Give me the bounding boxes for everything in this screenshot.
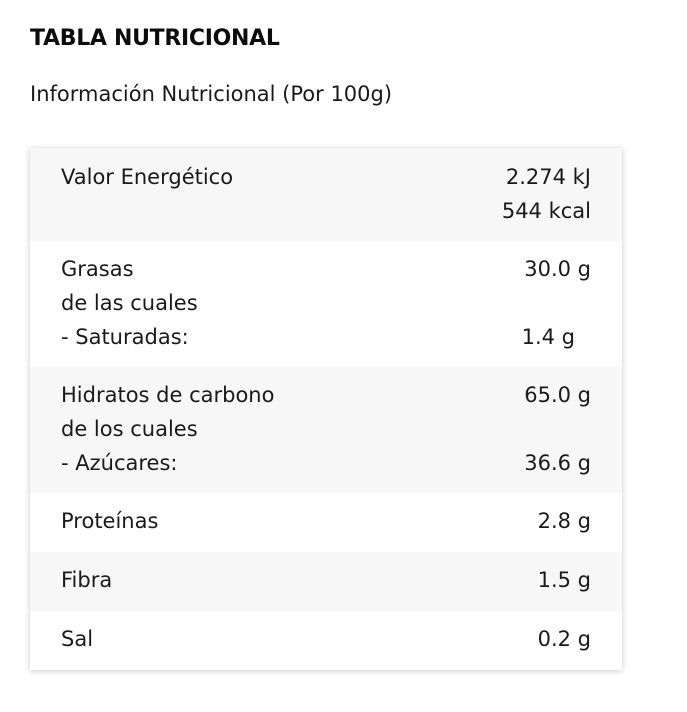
sal-value: 0.2 g — [537, 627, 591, 651]
saturadas-label: - Saturadas: — [61, 325, 189, 349]
energy-kcal-value: 544 kcal — [501, 199, 591, 223]
azucares-label: - Azúcares: — [61, 451, 178, 475]
row-hidratos: Hidratos de carbono de los cuales - Azúc… — [30, 367, 622, 493]
nutrition-table: Valor Energético 2.274 kJ 544 kcal Grasa… — [30, 148, 622, 670]
page-title: TABLA NUTRICIONAL — [30, 26, 280, 51]
hidratos-value: 65.0 g — [524, 383, 591, 407]
hidratos-label: Hidratos de carbono — [61, 383, 275, 407]
fibra-label: Fibra — [61, 568, 113, 592]
grasas-label: Grasas — [61, 257, 134, 281]
proteinas-value: 2.8 g — [537, 509, 591, 533]
saturadas-value: 1.4 g — [521, 325, 575, 349]
page-subtitle: Información Nutricional (Por 100g) — [30, 82, 393, 106]
energy-kj-value: 2.274 kJ — [505, 165, 591, 189]
proteinas-label: Proteínas — [61, 509, 159, 533]
energy-label: Valor Energético — [61, 165, 234, 189]
row-grasas: Grasas de las cuales - Saturadas: 30.0 g… — [30, 241, 622, 367]
azucares-value: 36.6 g — [524, 451, 591, 475]
fibra-value: 1.5 g — [537, 568, 591, 592]
row-proteinas: Proteínas 2.8 g — [30, 493, 622, 552]
grasas-value: 30.0 g — [524, 257, 591, 281]
sal-label: Sal — [61, 627, 94, 651]
hidratos-sublabel-intro: de los cuales — [61, 417, 198, 441]
row-energy: Valor Energético 2.274 kJ 544 kcal — [30, 148, 622, 241]
row-fibra: Fibra 1.5 g — [30, 552, 622, 611]
row-sal: Sal 0.2 g — [30, 611, 622, 670]
grasas-sublabel-intro: de las cuales — [61, 291, 198, 315]
